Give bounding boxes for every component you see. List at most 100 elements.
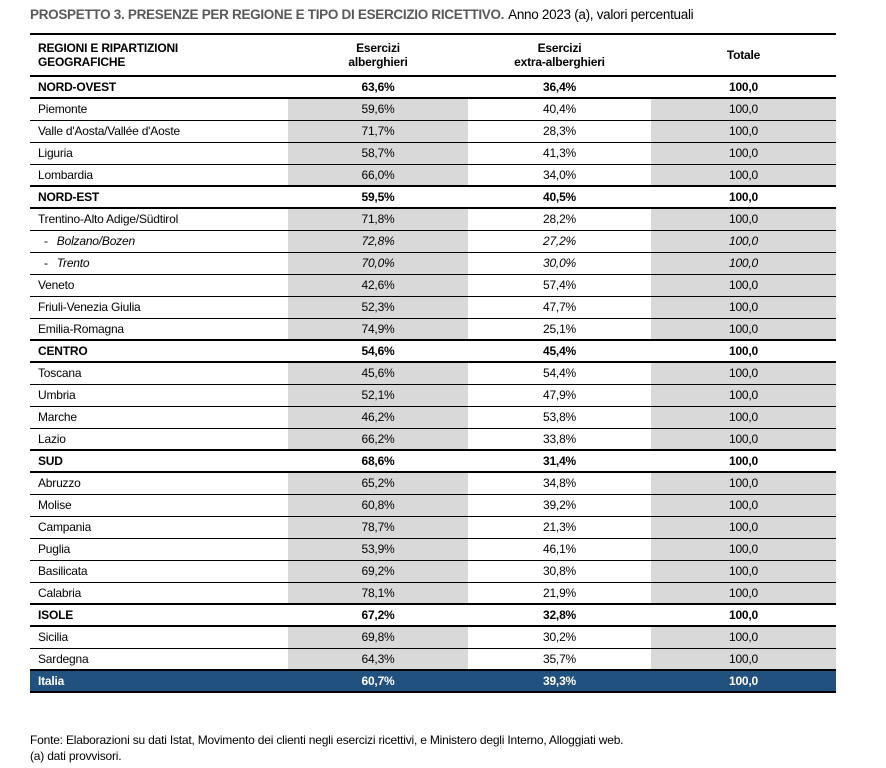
header-region-line2: GEOGRAFICHE [38, 55, 126, 69]
header-region-line1: REGIONI E RIPARTIZIONI [38, 41, 179, 55]
table-row: Calabria 78,1% 21,9% 100,0 [30, 582, 836, 605]
table-row: Lazio 66,2% 33,8% 100,0 [30, 428, 836, 451]
extra-share-cell: 27,2% [468, 230, 651, 253]
table-title-subtitle: Anno 2023 (a), valori percentuali [508, 7, 694, 22]
table-row: Basilicata 69,2% 30,8% 100,0 [30, 560, 836, 583]
hotel-share-cell: 63,6% [288, 75, 468, 99]
region-name-cell: Lazio [30, 428, 288, 451]
region-name-cell: Emilia-Romagna [30, 318, 288, 341]
total-cell: 100,0 [651, 669, 836, 693]
table-title-main: PROSPETTO 3. PRESENZE PER REGIONE E TIPO… [30, 7, 505, 22]
region-name: Campania [38, 520, 92, 534]
prospetto-table: REGIONI E RIPARTIZIONI GEOGRAFICHE Eserc… [30, 33, 836, 693]
region-name-cell: Piemonte [30, 98, 288, 121]
hotel-share-cell: 66,2% [288, 428, 468, 451]
region-name-cell: - Trento [30, 252, 288, 275]
extra-share-cell: 28,3% [468, 120, 651, 143]
table-row: - Trento 70,0% 30,0% 100,0 [30, 252, 836, 275]
extra-share-cell: 40,4% [468, 98, 651, 121]
extra-share-cell: 32,8% [468, 603, 651, 627]
region-name: Basilicata [38, 564, 88, 578]
extra-share-cell: 21,3% [468, 516, 651, 539]
total-cell: 100,0 [651, 538, 836, 561]
extra-share-cell: 40,5% [468, 185, 651, 209]
region-name-cell: Valle d'Aosta/Vallée d'Aoste [30, 120, 288, 143]
extra-share-cell: 39,2% [468, 494, 651, 517]
region-name: CENTRO [38, 344, 88, 358]
region-name: NORD-EST [38, 190, 100, 204]
region-name: Trento [56, 256, 90, 270]
table-row: SUD 68,6% 31,4% 100,0 [30, 449, 836, 473]
total-cell: 100,0 [651, 296, 836, 319]
hotel-share-cell: 65,2% [288, 472, 468, 495]
table-row: Italia 60,7% 39,3% 100,0 [30, 669, 836, 693]
hotel-share-cell: 71,7% [288, 120, 468, 143]
provisional-note: (a) dati provvisori. [30, 749, 122, 763]
region-name-cell: Italia [30, 669, 288, 693]
region-name-cell: NORD-EST [30, 185, 288, 209]
region-name: Lazio [38, 431, 66, 446]
hotel-share-cell: 46,2% [288, 406, 468, 429]
region-name: NORD-OVEST [38, 80, 117, 94]
region-name: Calabria [38, 585, 82, 600]
extra-share-cell: 25,1% [468, 318, 651, 341]
region-name-cell: Sardegna [30, 648, 288, 671]
source-note: Fonte: Elaborazioni su dati Istat, Movim… [30, 733, 624, 747]
table-footer: Fonte: Elaborazioni su dati Istat, Movim… [30, 732, 624, 764]
region-name: Lombardia [38, 167, 93, 182]
hotel-share-cell: 68,6% [288, 449, 468, 473]
table-row: Sardegna 64,3% 35,7% 100,0 [30, 648, 836, 671]
extra-share-cell: 35,7% [468, 648, 651, 671]
region-name: Liguria [38, 146, 73, 160]
extra-share-cell: 30,2% [468, 626, 651, 649]
hotel-share-cell: 59,5% [288, 185, 468, 209]
total-cell: 100,0 [651, 362, 836, 385]
total-cell: 100,0 [651, 582, 836, 605]
total-cell: 100,0 [651, 185, 836, 209]
total-cell: 100,0 [651, 274, 836, 297]
table-row: Liguria 58,7% 41,3% 100,0 [30, 142, 836, 165]
hotel-share-cell: 78,1% [288, 582, 468, 605]
table-row: Valle d'Aosta/Vallée d'Aoste 71,7% 28,3% 10… [30, 120, 836, 143]
total-cell: 100,0 [651, 406, 836, 429]
extra-share-cell: 33,8% [468, 428, 651, 451]
table-row: Sicilia 69,8% 30,2% 100,0 [30, 626, 836, 649]
total-cell: 100,0 [651, 318, 836, 341]
table-row: Campania 78,7% 21,3% 100,0 [30, 516, 836, 539]
hotel-share-cell: 64,3% [288, 648, 468, 671]
region-name: Sardegna [38, 651, 89, 666]
region-name-cell: Lombardia [30, 164, 288, 187]
table-row: CENTRO 54,6% 45,4% 100,0 [30, 339, 836, 363]
header-total: Totale [651, 34, 836, 77]
region-name: Veneto [38, 278, 75, 292]
region-name: Puglia [38, 542, 71, 556]
region-name-cell: ISOLE [30, 603, 288, 627]
hotel-share-cell: 67,2% [288, 603, 468, 627]
table-title: PROSPETTO 3. PRESENZE PER REGIONE E TIPO… [30, 7, 694, 22]
region-name: Italia [38, 674, 65, 688]
total-cell: 100,0 [651, 603, 836, 627]
region-name: Trentino-Alto Adige/Südtirol [38, 212, 179, 227]
hotel-share-cell: 71,8% [288, 208, 468, 231]
extra-share-cell: 34,0% [468, 164, 651, 187]
total-cell: 100,0 [651, 560, 836, 583]
region-name-cell: Trentino-Alto Adige/Südtirol [30, 208, 288, 231]
table-body: NORD-OVEST 63,6% 36,4% 100,0 Piemonte 59,6% 40… [30, 75, 836, 693]
region-name-cell: NORD-OVEST [30, 75, 288, 99]
extra-share-cell: 28,2% [468, 208, 651, 231]
region-name: Abruzzo [38, 476, 81, 491]
total-cell: 100,0 [651, 98, 836, 121]
total-cell: 100,0 [651, 142, 836, 165]
extra-share-cell: 21,9% [468, 582, 651, 605]
region-name-cell: Liguria [30, 142, 288, 165]
table-header: REGIONI E RIPARTIZIONI GEOGRAFICHE Eserc… [30, 34, 836, 77]
region-name-cell: Toscana [30, 362, 288, 385]
hotel-share-cell: 54,6% [288, 339, 468, 363]
sub-row-dash: - [44, 234, 48, 248]
hotel-share-cell: 53,9% [288, 538, 468, 561]
hotel-share-cell: 74,9% [288, 318, 468, 341]
extra-share-cell: 45,4% [468, 339, 651, 363]
region-name: Umbria [38, 388, 76, 402]
table-row: ISOLE 67,2% 32,8% 100,0 [30, 603, 836, 627]
